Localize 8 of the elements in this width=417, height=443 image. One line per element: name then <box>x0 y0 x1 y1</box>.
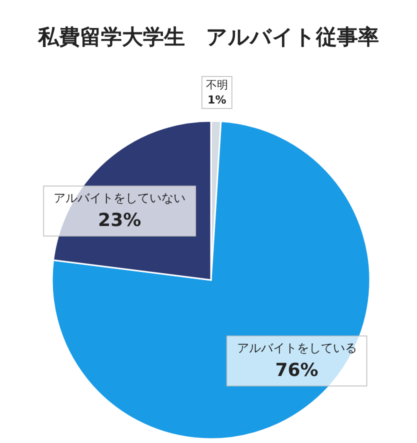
data-label: 76% <box>275 360 318 381</box>
slice-label: アルバイトをしていない <box>54 191 186 206</box>
data-label: 1% <box>208 93 226 106</box>
pie-slice <box>51 120 371 440</box>
slice-label: 不明 <box>206 78 228 92</box>
slice-label: アルバイトをしている <box>236 340 357 355</box>
chart-title: 私費留学大学生 アルバイト従事率 <box>37 25 379 49</box>
data-label: 23% <box>98 210 142 232</box>
